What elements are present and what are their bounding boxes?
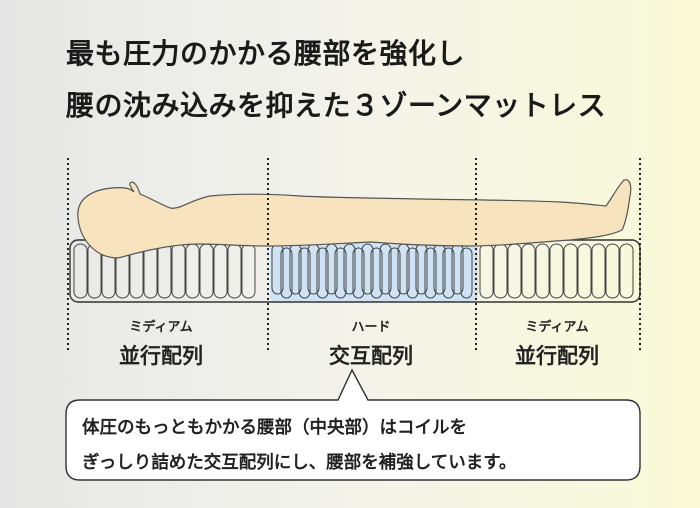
callout-balloon (65, 368, 641, 481)
zone-1-hardness: ミディアム (129, 320, 193, 335)
coil-spring (185, 243, 200, 299)
coil-spring-dense (388, 247, 401, 299)
coil-spring-dense (460, 247, 473, 299)
coil-spring-dense (406, 247, 419, 299)
mattress-diagram (65, 158, 641, 481)
coil-spring (199, 243, 214, 299)
coil-spring-dense (352, 247, 365, 299)
coil-springs (73, 243, 634, 299)
coil-spring (143, 243, 158, 299)
coil-spring (241, 243, 256, 299)
coil-spring-dense (379, 243, 392, 295)
callout-text-line-2: ぎっしり詰めた交互配列にし、腰部を補強しています。 (82, 453, 517, 473)
coil-spring (535, 243, 550, 299)
coil-spring (73, 243, 88, 299)
zone-1-arrangement: 並行配列 (119, 344, 203, 368)
coil-spring (577, 243, 592, 299)
coil-spring (479, 243, 494, 299)
coil-spring-dense (316, 247, 329, 299)
coil-spring-dense (298, 247, 311, 299)
coil-spring-dense (442, 247, 455, 299)
coil-spring (227, 243, 242, 299)
headline-line-2: 腰の沈み込みを抑えた３ゾーンマットレス (66, 89, 607, 122)
coil-spring (171, 243, 186, 299)
coil-spring-dense (280, 247, 293, 299)
coil-spring-dense (343, 243, 356, 295)
hard-zone-background (270, 240, 478, 302)
coil-spring (521, 243, 536, 299)
coil-spring (591, 243, 606, 299)
coil-spring (493, 243, 508, 299)
coil-spring-dense (424, 247, 437, 299)
coil-spring-dense (334, 247, 347, 299)
zone-2-hardness: ハード (351, 320, 391, 335)
zone-2-arrangement: 交互配列 (329, 344, 413, 368)
coil-spring (157, 243, 172, 299)
zone-3-arrangement: 並行配列 (515, 344, 599, 368)
headline-line-1: 最も圧力のかかる腰部を強化し (66, 37, 466, 70)
coil-spring (213, 243, 228, 299)
coil-spring (605, 243, 620, 299)
coil-spring (563, 243, 578, 299)
coil-spring (549, 243, 564, 299)
coil-spring (507, 243, 522, 299)
human-body-silhouette (77, 179, 632, 259)
coil-spring-dense (361, 243, 374, 295)
coil-spring-dense (370, 247, 383, 299)
zone-3-hardness: ミディアム (525, 320, 589, 335)
coil-spring (619, 243, 634, 299)
callout-text-line-1: 体圧のもっともかかる腰部（中央部）はコイルを (82, 418, 467, 438)
